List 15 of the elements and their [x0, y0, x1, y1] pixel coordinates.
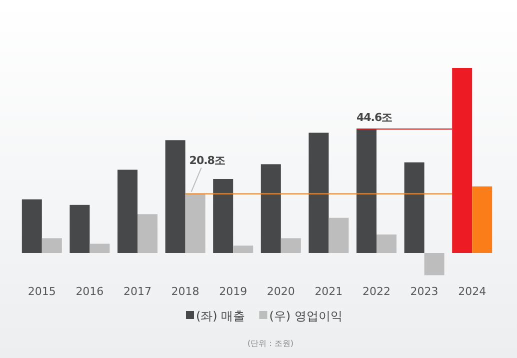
x-tick-label: 2022	[362, 285, 390, 298]
x-tick-label: 2019	[219, 285, 248, 298]
x-tick-label: 2016	[76, 285, 104, 298]
legend-label: (좌) 매출	[196, 309, 246, 323]
ref-line-label: 20.8조	[189, 154, 226, 167]
legend-label: (우) 영업이익	[269, 309, 342, 323]
x-tick-label: 2023	[410, 285, 438, 298]
x-tick-label: 2021	[314, 285, 343, 298]
x-tick-label: 2020	[266, 285, 295, 298]
x-tick-label: 2024	[458, 285, 486, 298]
text: (단위 : 조원)	[247, 339, 294, 348]
x-tick-label: 2017	[124, 285, 152, 298]
x-tick-label: 2015	[28, 285, 56, 298]
x-tick-label: 2018	[171, 285, 200, 298]
ref-line-label: 44.6조	[356, 111, 393, 124]
